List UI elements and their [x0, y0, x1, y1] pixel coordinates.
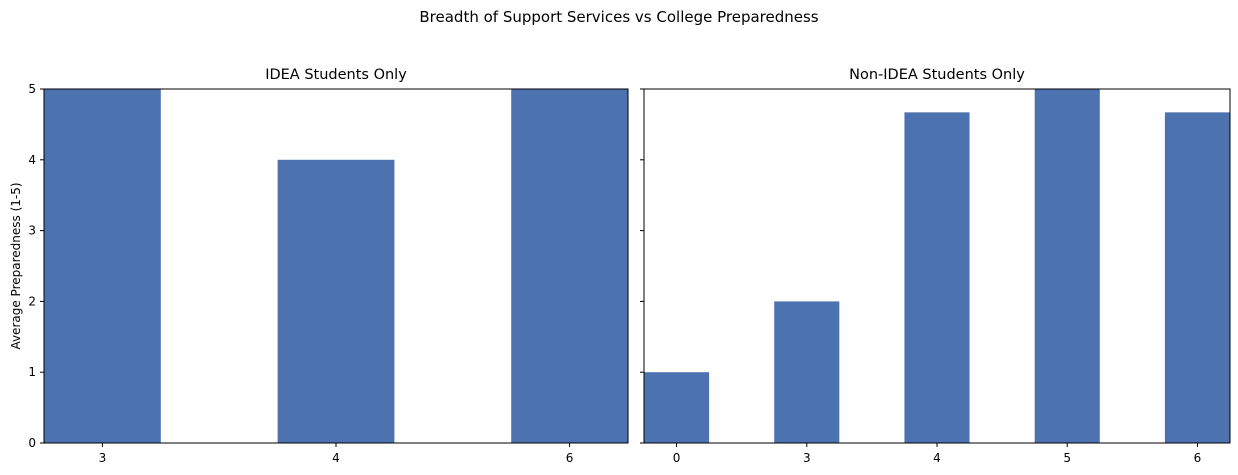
bar-3	[774, 301, 840, 443]
plot-frame	[43, 88, 629, 444]
y-tick-label: 5	[28, 82, 36, 96]
x-tick-label: 4	[933, 451, 941, 465]
x-ticks: 0 3 4 5 6	[673, 443, 1202, 465]
x-tick-label: 6	[566, 451, 574, 465]
bar-0	[644, 372, 710, 443]
subplot-title: Non-IDEA Students Only	[849, 67, 1025, 83]
bar-4	[904, 112, 970, 444]
bars	[44, 89, 628, 444]
y-ticks	[640, 88, 644, 444]
bar-3	[44, 89, 161, 443]
plot-frame	[643, 88, 1231, 444]
bar-6	[1164, 112, 1230, 444]
y-axis-label: Average Preparedness (1-5)	[9, 182, 23, 349]
figure-title: Breadth of Support Services vs College P…	[419, 8, 818, 26]
y-ticks: 0 1 2 3 4 5	[28, 82, 44, 450]
bar-5	[1034, 89, 1100, 443]
y-tick-label: 2	[28, 294, 36, 308]
x-tick-label: 6	[1194, 451, 1202, 465]
y-tick-label: 1	[28, 365, 36, 379]
y-tick-label: 4	[28, 153, 36, 167]
bar-6	[511, 89, 628, 443]
bars	[644, 89, 1230, 444]
x-tick-label: 5	[1063, 451, 1071, 465]
x-tick-label: 0	[673, 451, 681, 465]
bar-4	[277, 159, 395, 444]
subplot-non-idea-students: Non-IDEA Students Only 0 3 4 5 6	[640, 67, 1231, 465]
x-tick-label: 4	[332, 451, 340, 465]
x-tick-label: 3	[803, 451, 811, 465]
subplot-title: IDEA Students Only	[265, 67, 407, 83]
x-tick-label: 3	[99, 451, 107, 465]
subplot-idea-students: IDEA Students Only Average Preparedness …	[9, 67, 629, 465]
y-tick-label: 0	[28, 436, 36, 450]
y-tick-label: 3	[28, 224, 36, 238]
x-ticks: 3 4 6	[99, 443, 574, 465]
